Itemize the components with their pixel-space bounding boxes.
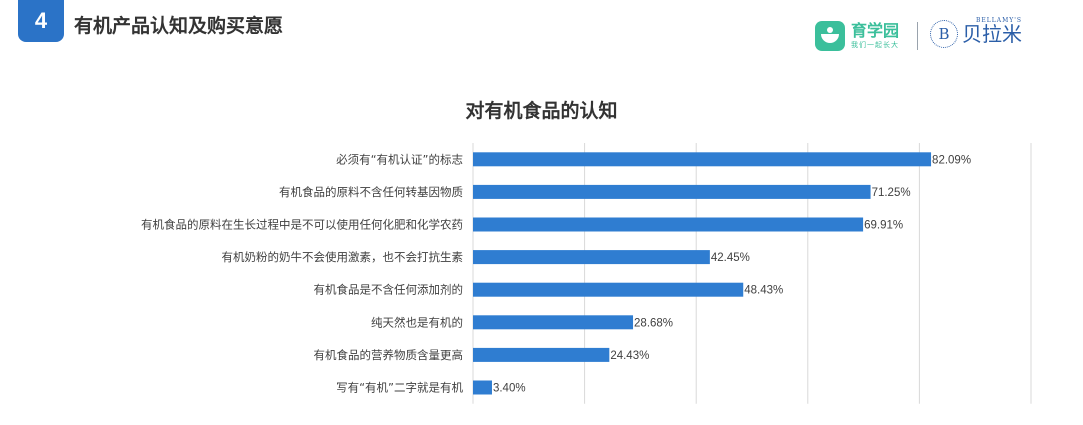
chart-title: 对有机食品的认知 xyxy=(465,100,618,122)
data-label: 48.43% xyxy=(744,285,783,297)
section-title: 有机产品认知及购买意愿 xyxy=(74,15,284,37)
data-label: 28.68% xyxy=(634,317,673,329)
data-label: 24.43% xyxy=(610,350,649,362)
bar xyxy=(473,184,871,199)
category-label: 有机食品的营养物质含量更高 xyxy=(314,348,464,362)
bar xyxy=(473,347,610,362)
bar xyxy=(473,152,932,167)
yuxueyuan-slogan: 我们一起长大 xyxy=(851,41,899,49)
category-label: 有机食品的原料在生长过程中是不可以使用任何化肥和化学农药 xyxy=(141,218,463,232)
data-label: 42.45% xyxy=(711,252,750,264)
bellamys-emblem-icon: B xyxy=(930,20,958,48)
bellamys-cn-name: 贝拉米 xyxy=(962,22,1022,46)
bar xyxy=(473,282,744,297)
bar xyxy=(473,315,634,330)
section-number-badge: 4 xyxy=(18,0,64,42)
data-label: 69.91% xyxy=(864,220,903,232)
bar xyxy=(473,217,864,232)
bar xyxy=(473,380,492,395)
brand-divider xyxy=(917,22,918,50)
category-label: 纯天然也是有机的 xyxy=(371,315,463,329)
bar xyxy=(473,250,710,265)
yuxueyuan-icon xyxy=(815,21,845,51)
category-label: 有机食品是不含任何添加剂的 xyxy=(314,283,464,297)
data-label: 3.40% xyxy=(493,383,526,395)
data-label: 82.09% xyxy=(932,154,971,166)
yuxueyuan-name: 育学园 xyxy=(851,21,900,40)
category-label: 有机奶粉的奶牛不会使用激素，也不会打抗生素 xyxy=(222,250,464,264)
category-label: 有机食品的原料不含任何转基因物质 xyxy=(279,185,463,199)
yuxueyuan-logo: 育学园 我们一起长大 xyxy=(815,20,899,52)
bellamys-en-name: BELLAMY'S xyxy=(976,17,1022,24)
category-label: 必须有“有机认证”的标志 xyxy=(336,152,463,166)
category-label: 写有“有机”二字就是有机 xyxy=(336,381,463,395)
bellamys-logo: B BELLAMY'S 贝拉米 xyxy=(930,16,1022,52)
data-label: 71.25% xyxy=(872,187,911,199)
